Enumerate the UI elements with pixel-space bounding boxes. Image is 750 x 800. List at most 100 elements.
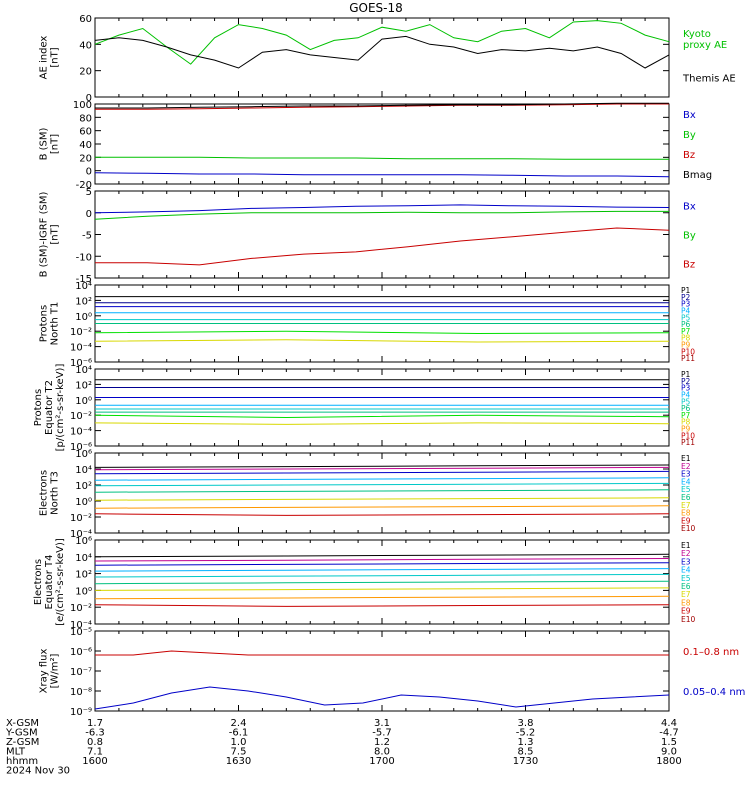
y-axis-title: Equator T2 (44, 380, 55, 435)
legend-label: P8 (681, 418, 691, 427)
orbit-table: X-GSM 1.7 2.4 3.1 3.8 4.4 Y-GSM -6.3 -6.1 -5.7 -5.… (5, 718, 682, 777)
legend-label: 0.1–0.8 nm (683, 647, 739, 658)
y-axis-title: [nT] (50, 47, 61, 67)
legend-label: P9 (681, 425, 691, 434)
table-cell: -4.7 (659, 728, 679, 739)
y-tick-label: 10⁻⁴ (70, 427, 92, 438)
legend-label: Themis AE (682, 73, 736, 84)
legend-label: E5 (681, 574, 691, 583)
table-cell: 3.8 (518, 718, 534, 729)
table-cell: -5.2 (516, 728, 536, 739)
legend-label: P5 (681, 397, 691, 406)
y-axis-title: [W/m²] (50, 653, 61, 688)
legend-label: E7 (681, 590, 691, 599)
legend-label: P6 (681, 320, 691, 329)
series-line-bx (94, 204, 670, 214)
table-cell: 1630 (226, 756, 251, 767)
table-cell: 1.0 (231, 737, 247, 748)
legend-label: P3 (681, 384, 691, 393)
panel-frame (94, 368, 670, 447)
y-tick-label: 10⁻⁹ (70, 707, 92, 718)
legend-label: P11 (681, 354, 695, 363)
legend-label: E10 (681, 615, 696, 624)
table-row-label: hhmm (6, 756, 38, 767)
legend-label: Bx (683, 110, 696, 121)
legend-label: E3 (681, 470, 691, 479)
y-axis-title: North T3 (50, 471, 61, 515)
plot-title: GOES-18 (349, 1, 403, 15)
y-tick-label: 0 (86, 167, 92, 178)
legend-label: E9 (681, 607, 691, 616)
table-cell: 4.4 (661, 718, 677, 729)
y-axis-title: [p/(cm²-s-sr-keV)] (55, 364, 66, 452)
series-line-e6 (94, 580, 670, 585)
legend-label: P2 (681, 377, 691, 386)
series-line-bz (95, 227, 670, 266)
table-row-label: Y-GSM (5, 728, 38, 739)
y-tick-label: 10² (75, 296, 92, 307)
series-line-e4 (94, 568, 670, 572)
table-cell: 0.8 (87, 737, 103, 748)
legend-label: 0.05–0.4 nm (683, 687, 745, 698)
legend-label: proxy AE (683, 40, 727, 51)
panel-bigrf: -15 -10 -5 0 5 B (SM)-IGRF (SM) [nT] Bx By Bz (39, 187, 696, 285)
legend-label: E2 (681, 549, 691, 558)
y-axis-title: Electrons (39, 470, 50, 516)
panel-electrons_t4: 10⁻⁴ 10⁻² 10⁰ 10² 10⁴ 10⁶ Electrons Equator T4[… (33, 536, 696, 631)
legend-label: P5 (681, 313, 691, 322)
legend-label: E3 (681, 557, 691, 566)
table-cell: 1800 (656, 756, 681, 767)
legend-label: P1 (681, 286, 691, 295)
y-axis-title: Xray flux (39, 649, 50, 694)
series-line-e4 (94, 477, 670, 481)
y-tick-label: 100 (73, 100, 92, 111)
series-line-by (95, 156, 669, 160)
legend-label: E8 (681, 509, 691, 518)
series-line-e3 (94, 562, 670, 566)
series-line-p8 (94, 339, 670, 343)
series-line-e6 (94, 489, 670, 493)
legend-label: P7 (681, 411, 691, 420)
panel-protons_t1: 10⁻⁶ 10⁻⁴ 10⁻² 10⁰ 10² 10⁴ Protons North T1 P1P2… (39, 281, 696, 369)
table-cell: 8.0 (374, 747, 390, 758)
y-tick-label: 80 (79, 113, 92, 124)
table-cell: 1600 (82, 756, 107, 767)
table-cell: 9.0 (661, 747, 677, 758)
y-tick-label: 60 (79, 14, 92, 25)
table-cell: -6.1 (229, 728, 249, 739)
legend-label: E4 (681, 566, 691, 575)
y-tick-label: 10⁻⁴ (70, 620, 92, 631)
legend-label: E4 (681, 477, 691, 486)
legend-label: Kyoto (683, 29, 711, 40)
legend-label: E1 (681, 541, 691, 550)
y-tick-label: 10² (75, 570, 92, 581)
y-tick-label: 10⁰ (75, 396, 92, 407)
table-row-label: Z-GSM (6, 737, 39, 748)
y-tick-label: 40 (79, 40, 92, 51)
y-axis-title: AE index (39, 36, 50, 80)
y-tick-label: 10⁻⁶ (70, 442, 92, 453)
legend-label: Bz (683, 150, 695, 161)
table-cell: -5.7 (372, 728, 392, 739)
legend-label: E10 (681, 524, 696, 533)
legend-label: Bmag (683, 170, 712, 181)
y-tick-label: 10⁴ (75, 553, 92, 564)
series-line-e7 (94, 497, 670, 501)
legend-label: P10 (681, 431, 695, 440)
legend-label: P6 (681, 404, 691, 413)
series-line-e5 (94, 482, 670, 487)
y-tick-label: 10⁻⁶ (70, 358, 92, 369)
y-tick-label: 0 (86, 209, 92, 220)
y-axis-title: Electrons (33, 559, 44, 605)
legend-label: By (683, 231, 696, 242)
table-cell: 2.4 (231, 718, 247, 729)
legend-label: E2 (681, 462, 691, 471)
legend-label: P7 (681, 327, 691, 336)
legend-label: Bx (683, 202, 696, 213)
table-cell: 1.5 (661, 737, 677, 748)
series-line-e1 (94, 553, 670, 558)
y-tick-label: 20 (79, 67, 92, 78)
y-axis-title: B (SM) (39, 127, 50, 160)
